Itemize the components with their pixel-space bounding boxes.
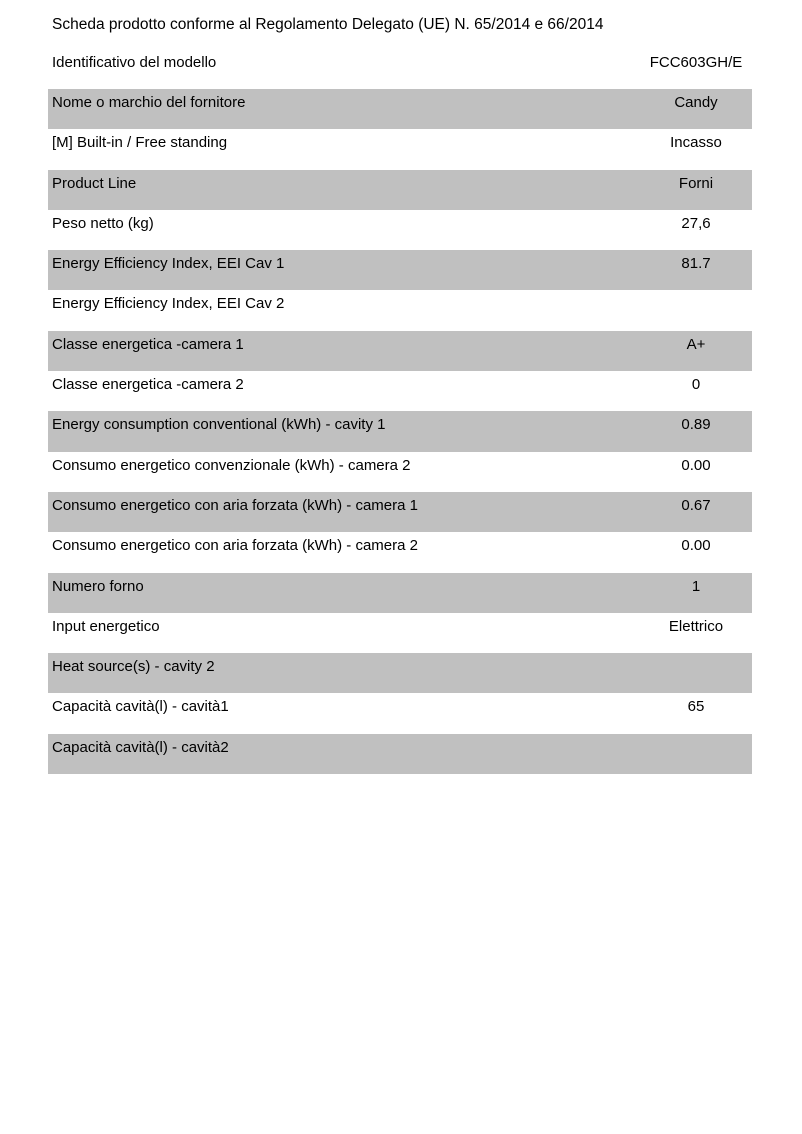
- table-row: Energy Efficiency Index, EEI Cav 1 81.7: [48, 250, 752, 291]
- row-value: 81.7: [681, 255, 711, 273]
- row-value: 0.89: [681, 416, 711, 434]
- spec-table: Nome o marchio del fornitore Candy [M] Bui…: [48, 89, 752, 775]
- table-row: Energy consumption conventional (kWh) - …: [48, 411, 752, 452]
- row-value: Candy: [674, 94, 718, 111]
- row-label: Numero forno: [52, 577, 144, 595]
- row-value: 65: [687, 698, 705, 716]
- row-label: [M] Built-in / Free standing: [52, 134, 228, 152]
- table-row: Numero forno 1: [48, 572, 752, 613]
- table-row: Nome o marchio del fornitore Candy: [48, 89, 752, 130]
- table-row: Consumo energetico con aria forzata (kWh…: [48, 491, 752, 533]
- row-label: Capacità cavità(l) - cavità2: [52, 738, 229, 756]
- row-value: 0.00: [681, 456, 711, 474]
- table-row: Energy Efficiency Index, EEI Cav 2: [48, 290, 752, 330]
- table-row: Heat source(s) - cavity 2: [48, 653, 752, 694]
- row-label: Consumo energetico con aria forzata (kWh…: [52, 537, 418, 555]
- row-value: 27,6: [681, 214, 711, 232]
- row-value: 0.67: [681, 496, 711, 514]
- row-label: Classe energetica -camera 1: [52, 335, 244, 353]
- table-row: Capacità cavità(l) - cavità1 65: [48, 693, 752, 733]
- row-value: Elettrico: [668, 617, 724, 635]
- row-value: A+: [686, 335, 706, 353]
- table-row: Product Line Forni: [48, 169, 752, 210]
- row-value: 1: [691, 577, 701, 595]
- table-row: Consumo energetico con aria forzata (kWh…: [48, 532, 752, 572]
- row-label: Classe energetica -camera 2: [52, 376, 244, 394]
- row-value: 0: [691, 376, 701, 394]
- model-value: FCC603GH/E: [649, 54, 743, 71]
- table-row: Consumo energetico convenzionale (kWh) -…: [48, 452, 752, 492]
- table-row: Input energetico Elettrico: [48, 613, 752, 653]
- table-row: Peso netto (kg) 27,6: [48, 210, 752, 250]
- model-label: Identificativo del modello: [52, 54, 217, 71]
- row-label: Energy Efficiency Index, EEI Cav 1: [52, 255, 285, 273]
- row-label: Input energetico: [52, 617, 160, 635]
- row-label: Nome o marchio del fornitore: [52, 94, 246, 111]
- table-row: Capacità cavità(l) - cavità2: [48, 733, 752, 775]
- row-value: Forni: [678, 174, 714, 192]
- table-row: [M] Built-in / Free standing Incasso: [48, 129, 752, 169]
- row-label: Peso netto (kg): [52, 214, 154, 232]
- row-label: Consumo energetico con aria forzata (kWh…: [52, 496, 418, 514]
- row-label: Energy Efficiency Index, EEI Cav 2: [52, 295, 285, 313]
- row-label: Heat source(s) - cavity 2: [52, 658, 215, 676]
- row-value: 0.00: [681, 537, 711, 555]
- table-row: Classe energetica -camera 1 A+: [48, 330, 752, 372]
- table-row: Classe energetica -camera 2 0: [48, 371, 752, 411]
- document-title: Scheda prodotto conforme al Regolamento …: [52, 16, 604, 33]
- row-label: Consumo energetico convenzionale (kWh) -…: [52, 456, 411, 474]
- row-value: Incasso: [670, 134, 722, 152]
- row-label: Product Line: [52, 174, 137, 192]
- model-row: Identificativo del modello FCC603GH/E: [48, 52, 752, 82]
- row-label: Energy consumption conventional (kWh) - …: [52, 416, 386, 434]
- row-label: Capacità cavità(l) - cavità1: [52, 698, 229, 716]
